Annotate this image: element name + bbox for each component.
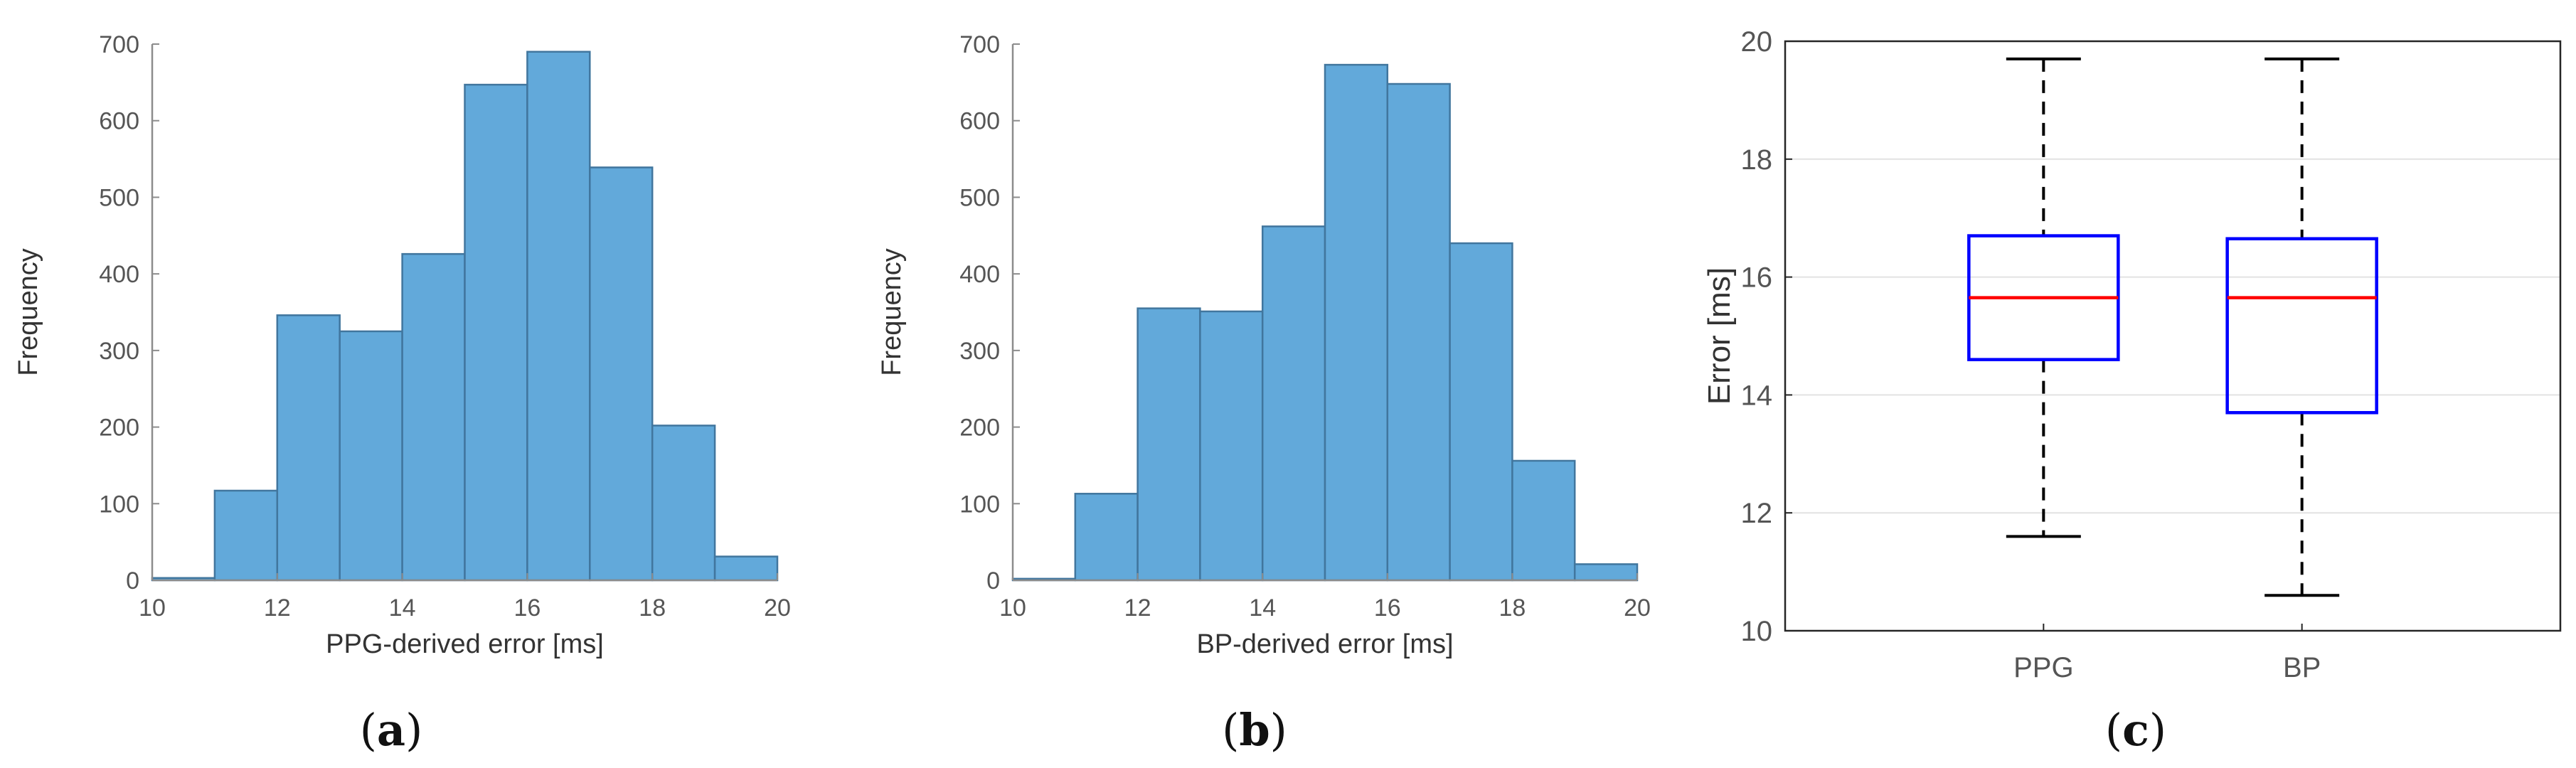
panel-label-b: (b) <box>1222 704 1287 756</box>
x-tick-label-5: 20 <box>764 594 791 622</box>
histogram-bar-7 <box>1449 242 1513 582</box>
histogram-bar-5 <box>1324 63 1389 582</box>
histogram-bar-8 <box>1511 459 1576 582</box>
y-tick-label-0: 0 <box>986 567 1000 594</box>
histogram-bar-9 <box>1573 563 1639 582</box>
x-tick-label-0: PPG <box>2013 652 2073 683</box>
histogram-bar-3 <box>339 330 403 582</box>
boxplot-error: 10 12 14 16 18 20 PPG BP Error [ms] <box>1702 26 2562 683</box>
x-tick-label-0: 10 <box>999 594 1026 622</box>
y-tick-label-1: 100 <box>99 491 139 518</box>
panel-label-a: (a) <box>360 704 423 756</box>
x-tick-label-1: 12 <box>264 594 291 622</box>
y-axis-label: Frequency <box>14 248 43 376</box>
x-tick-label-1: 12 <box>1124 594 1151 622</box>
y-tick-label-2: 200 <box>99 415 139 442</box>
y-tick-label-7: 700 <box>959 31 1000 58</box>
y-tick-label-0: 10 <box>1741 616 1773 647</box>
y-axis-label: Error [ms] <box>1702 267 1737 405</box>
y-tick-label-5: 500 <box>959 184 1000 211</box>
histogram-ppg: 0 100 200 300 400 500 600 700 10 12 14 16 18 20 PPG-de… <box>14 31 791 659</box>
x-axis-label: BP-derived error [ms] <box>1196 629 1453 659</box>
histogram-bar-2 <box>276 314 341 582</box>
x-tick-label-2: 14 <box>389 594 416 622</box>
y-tick-label-7: 700 <box>99 31 139 58</box>
x-tick-label-3: 16 <box>1374 594 1401 622</box>
histogram-bar-4 <box>401 252 466 582</box>
x-tick-label-3: 16 <box>513 594 541 622</box>
y-tick-label-5: 500 <box>99 184 139 211</box>
y-tick-label-1: 100 <box>959 491 1000 518</box>
histogram-bar-2 <box>1137 307 1201 582</box>
y-tick-label-6: 600 <box>959 108 1000 135</box>
y-tick-label-0: 0 <box>126 567 139 594</box>
histogram-bar-8 <box>651 425 716 582</box>
x-axis-label: PPG-derived error [ms] <box>326 629 604 659</box>
histogram-bar-5 <box>464 83 528 582</box>
histogram-bar-6 <box>526 50 591 582</box>
plot-frame <box>1784 40 2562 632</box>
x-tick-label-1: BP <box>2283 652 2321 683</box>
histogram-bp: 0 100 200 300 400 500 600 700 10 12 14 16 18 20 BP-der… <box>877 31 1651 659</box>
x-tick-label-4: 18 <box>1499 594 1526 622</box>
box-1 <box>2225 237 2378 415</box>
y-tick-label-3: 300 <box>99 338 139 365</box>
y-axis-label: Frequency <box>877 248 907 376</box>
panel-label-c: (c) <box>2105 704 2166 756</box>
y-tick-label-1: 12 <box>1741 498 1773 529</box>
y-tick-label-5: 20 <box>1741 26 1773 58</box>
histogram-bar-4 <box>1261 225 1326 582</box>
histogram-bar-7 <box>589 166 654 582</box>
y-tick-label-6: 600 <box>99 108 139 135</box>
x-tick-label-4: 18 <box>639 594 666 622</box>
histogram-bar-6 <box>1386 82 1451 582</box>
x-tick-label-0: 10 <box>139 594 166 622</box>
histogram-bar-9 <box>713 555 779 582</box>
x-tick-label-2: 14 <box>1249 594 1276 622</box>
histogram-bar-3 <box>1199 310 1264 582</box>
y-tick-label-4: 400 <box>959 261 1000 288</box>
histogram-bar-1 <box>1074 493 1139 582</box>
x-tick-label-5: 20 <box>1624 594 1651 622</box>
y-tick-label-2: 14 <box>1741 380 1773 411</box>
y-tick-label-3: 300 <box>959 338 1000 365</box>
y-tick-label-4: 400 <box>99 261 139 288</box>
y-tick-label-2: 200 <box>959 415 1000 442</box>
y-tick-label-3: 16 <box>1741 262 1773 294</box>
y-tick-label-4: 18 <box>1741 144 1773 176</box>
histogram-bar-1 <box>213 489 279 582</box>
